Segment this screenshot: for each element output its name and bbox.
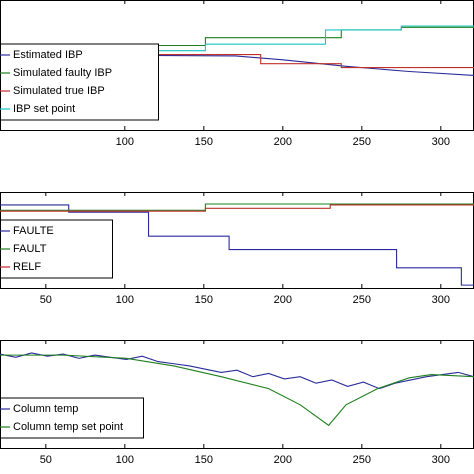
x-tick-label: 100 — [116, 136, 134, 148]
subplot: 50 100 150 200 250 300 FAULTE FAULT RELF — [0, 192, 474, 306]
x-tick-label: 50 — [40, 294, 52, 306]
x-tick-label: 200 — [274, 294, 292, 306]
x-tick-label: 250 — [353, 136, 371, 148]
legend-label: Estimated IBP — [13, 49, 83, 61]
series-line — [0, 354, 474, 427]
x-tick-label: 150 — [195, 454, 213, 466]
x-tick-label: 250 — [353, 294, 371, 306]
legend: Column temp Column temp set point — [0, 397, 144, 439]
x-tick-label: 300 — [432, 136, 450, 148]
subplot: 50 100 150 200 250 300 Column temp Column temp … — [0, 340, 474, 466]
x-tick-label: 300 — [432, 454, 450, 466]
legend-box — [0, 397, 144, 439]
legend: FAULTE FAULT RELF — [0, 219, 113, 279]
x-tick-label: 150 — [195, 136, 213, 148]
legend-box — [0, 219, 113, 279]
x-tick-label: 250 — [353, 454, 371, 466]
legend-label: FAULTE — [13, 225, 54, 237]
x-tick-label: 200 — [274, 136, 292, 148]
series-line — [0, 54, 474, 69]
legend-label: Column temp — [13, 403, 78, 415]
x-tick-label: 50 — [40, 454, 52, 466]
series-line — [0, 352, 474, 390]
x-tick-label: 150 — [195, 294, 213, 306]
x-tick-label: 100 — [116, 294, 134, 306]
series-line — [0, 204, 474, 212]
x-tick-label: 100 — [116, 454, 134, 466]
legend-label: IBP set point — [13, 103, 75, 115]
legend-label: FAULT — [13, 243, 47, 255]
series-line — [0, 54, 474, 76]
legend-label: Column temp set point — [13, 421, 123, 433]
legend-label: Simulated true IBP — [13, 85, 105, 97]
legend-label: RELF — [13, 261, 41, 273]
legend: Estimated IBP Simulated faulty IBP Simulat… — [0, 43, 159, 121]
legend-box — [0, 43, 159, 121]
legend-label: Simulated faulty IBP — [13, 67, 112, 79]
x-tick-label: 300 — [432, 294, 450, 306]
x-tick-label: 200 — [274, 454, 292, 466]
subplot: 100 150 200 250 300 Estimated IBP Simulated fa… — [0, 0, 474, 148]
series-line — [0, 203, 474, 211]
